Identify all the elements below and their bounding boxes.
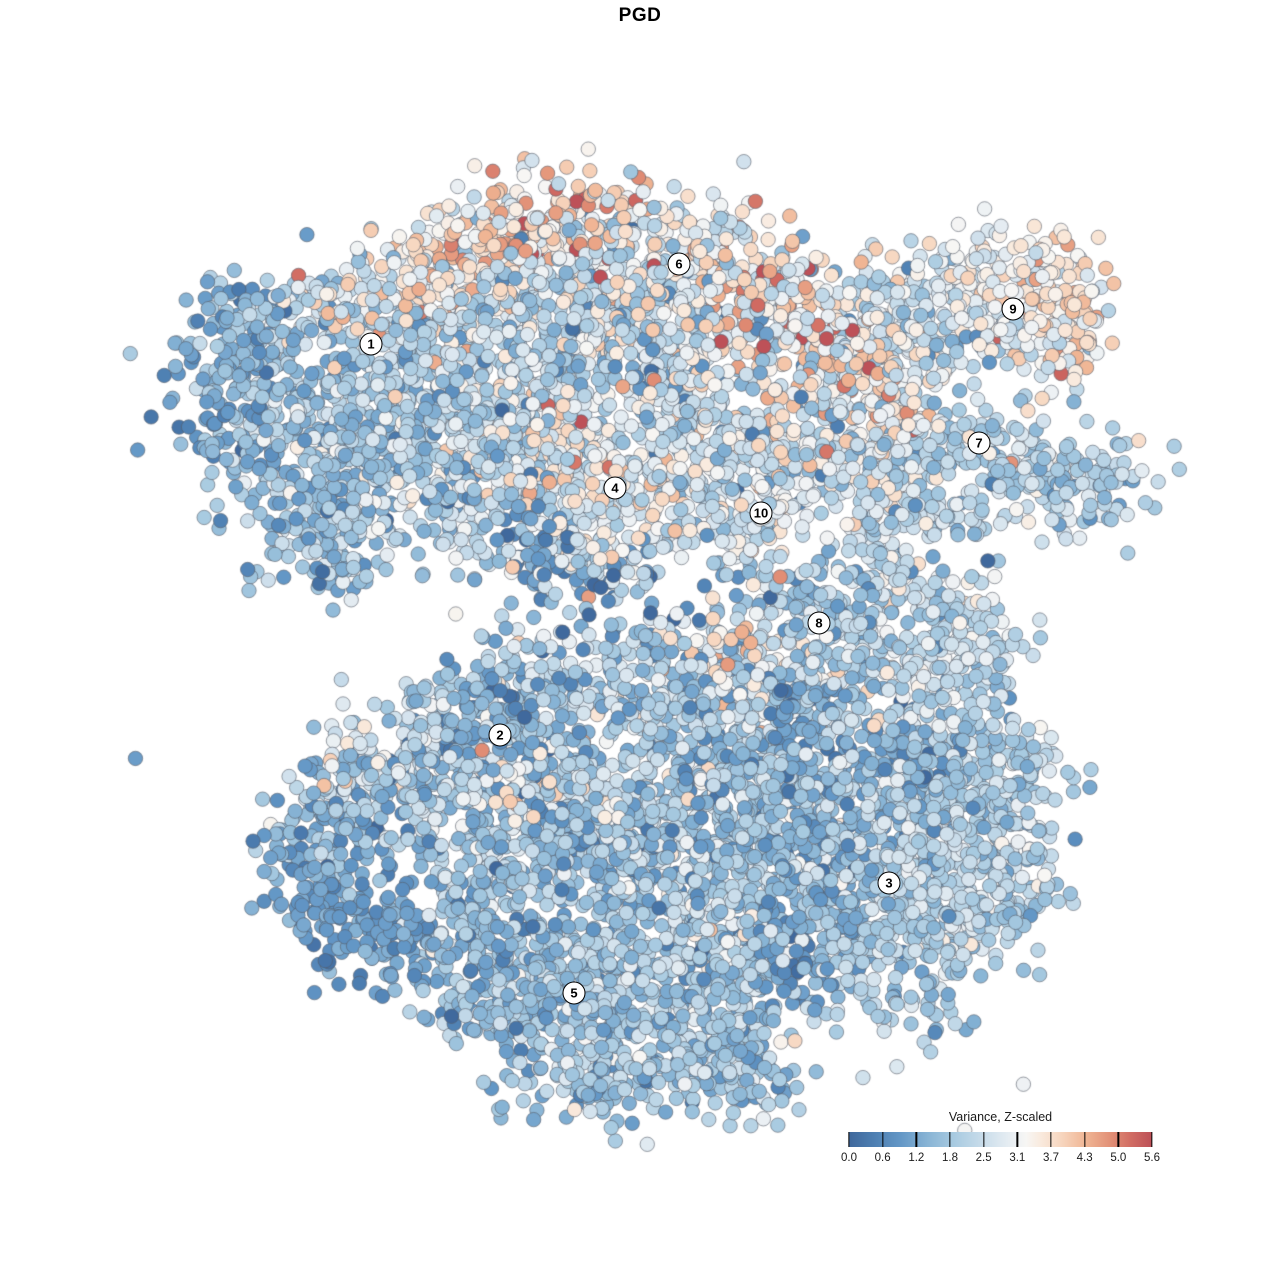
- legend-title: Variance, Z-scaled: [948, 1110, 1053, 1124]
- colorbar-tick-label: 5.0: [1110, 1152, 1127, 1164]
- cluster-label-8: 8: [807, 611, 831, 635]
- cluster-label-3: 3: [877, 871, 901, 895]
- colorbar-tick-label: 5.6: [1144, 1152, 1160, 1164]
- cluster-label-1: 1: [359, 332, 383, 356]
- colorbar-tick: [949, 1132, 951, 1147]
- colorbar-tick-label: 1.2: [908, 1152, 925, 1164]
- colorbar-tick: [848, 1132, 850, 1147]
- colorbar-tick: [882, 1132, 884, 1147]
- colorbar-tick-label: 1.8: [942, 1152, 958, 1164]
- colorbar-tick-label: 3.7: [1043, 1152, 1059, 1164]
- colorbar-tick-label: 2.5: [975, 1152, 992, 1164]
- colorbar-tick: [1016, 1132, 1018, 1147]
- cluster-label-9: 9: [1001, 297, 1025, 321]
- cluster-label-10: 10: [749, 501, 773, 525]
- cluster-label-7: 7: [967, 431, 991, 455]
- colorbar-tick: [983, 1132, 985, 1147]
- colorbar-tick: [1050, 1132, 1052, 1147]
- colorbar-tick: [915, 1132, 917, 1147]
- colorbar-tick: [1084, 1132, 1086, 1147]
- colorbar-tick-label: 0.0: [841, 1152, 857, 1164]
- colorbar-tick-label: 3.1: [1009, 1152, 1026, 1164]
- cluster-label-5: 5: [562, 981, 586, 1005]
- cluster-label-2: 2: [488, 723, 512, 747]
- colorbar-tick: [1151, 1132, 1153, 1147]
- colorbar: [848, 1132, 1153, 1147]
- colorbar-tick-label: 4.3: [1076, 1152, 1093, 1164]
- cluster-label-4: 4: [603, 476, 627, 500]
- cluster-label-6: 6: [667, 252, 691, 276]
- colorbar-tick: [1117, 1132, 1119, 1147]
- colorbar-tick-label: 0.6: [874, 1152, 891, 1164]
